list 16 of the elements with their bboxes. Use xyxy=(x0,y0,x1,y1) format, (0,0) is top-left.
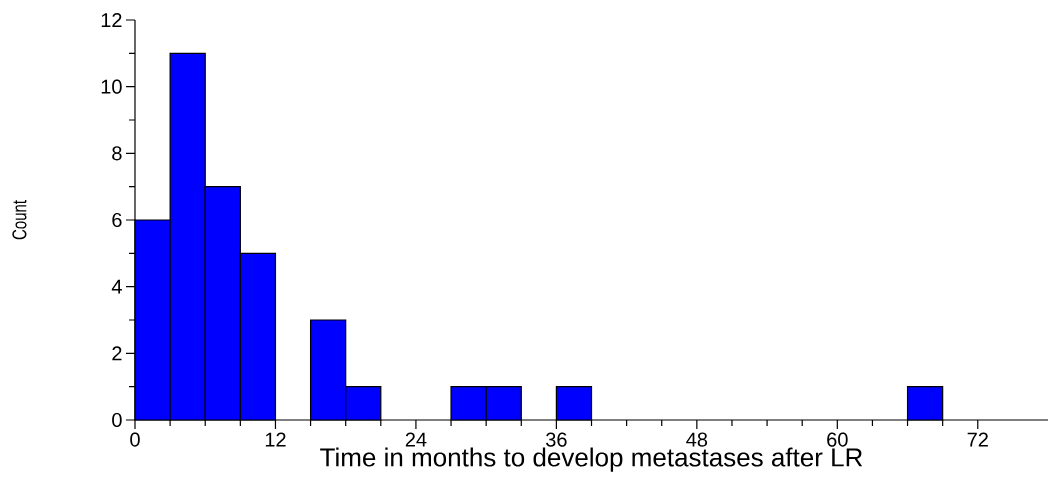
y-tick-label: 10 xyxy=(101,79,122,94)
x-tick-label: 36 xyxy=(546,432,567,447)
x-tick-label: 48 xyxy=(686,432,708,447)
y-tick-label: 12 xyxy=(101,13,122,27)
x-tick-label: 60 xyxy=(827,432,848,447)
y-tick-label: 4 xyxy=(111,279,122,294)
x-tick-label: 12 xyxy=(265,432,286,447)
y-axis-title: Count xyxy=(12,200,27,240)
x-tick-label: 72 xyxy=(967,432,988,447)
x-tick-label: 0 xyxy=(130,432,140,447)
y-tick-label: 6 xyxy=(112,212,122,228)
y-tick-label: 8 xyxy=(112,146,122,161)
x-tick-label: 24 xyxy=(405,432,427,447)
y-tick-label: 2 xyxy=(112,346,122,361)
y-tick-label: 0 xyxy=(112,412,122,428)
x-axis-title: Time in months to develop metastases after LR xyxy=(320,447,863,472)
